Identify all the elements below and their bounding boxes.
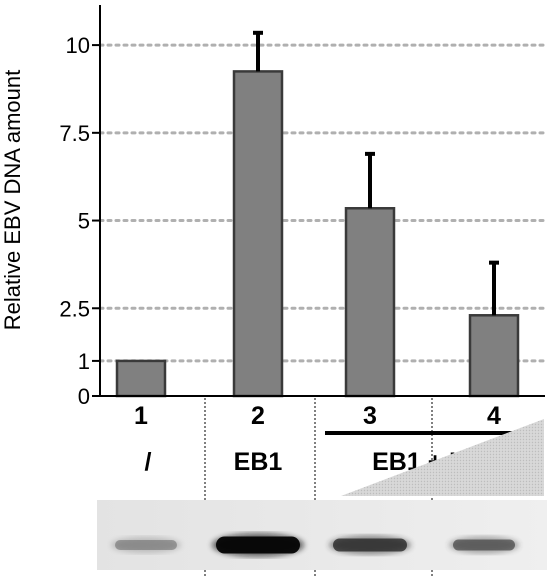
y-axis-label: Relative EBV DNA amount bbox=[0, 70, 25, 330]
error-bars bbox=[253, 30, 499, 316]
gel-bands bbox=[111, 533, 519, 557]
lane-number-2: 2 bbox=[251, 402, 265, 430]
y-tick-label: 7.5 bbox=[59, 121, 90, 146]
gel-band-3 bbox=[329, 535, 411, 555]
error-bar-4 bbox=[489, 260, 499, 316]
y-tick-label: 0 bbox=[78, 384, 90, 409]
gridlines bbox=[98, 43, 547, 363]
bar-1 bbox=[115, 359, 167, 398]
y-tick-label: 5 bbox=[78, 209, 90, 234]
error-bar-3 bbox=[365, 151, 375, 209]
lane-number-4: 4 bbox=[487, 402, 501, 430]
y-axis bbox=[92, 5, 101, 397]
lane-number-3: 3 bbox=[363, 402, 377, 430]
ubn-gradient-wedge bbox=[341, 419, 544, 496]
bar-3 bbox=[344, 207, 396, 398]
bars bbox=[115, 70, 520, 398]
lane-2-condition: EB1 bbox=[234, 448, 283, 476]
y-tick-label: 10 bbox=[66, 33, 90, 58]
y-tick-label: 1 bbox=[78, 349, 90, 374]
error-bar-2 bbox=[253, 30, 263, 72]
lane-number-1: 1 bbox=[134, 402, 148, 430]
gel-band-2 bbox=[212, 533, 304, 557]
gel-strip bbox=[97, 500, 547, 570]
y-tick-labels: 0 1 2.5 5 7.5 10 bbox=[59, 33, 90, 409]
gel-band-1 bbox=[111, 537, 181, 553]
lane-numbers: 1 2 3 4 bbox=[134, 402, 501, 430]
y-tick-label: 2.5 bbox=[59, 296, 90, 321]
lane-1-condition: / bbox=[145, 448, 152, 476]
bar-2 bbox=[232, 70, 284, 398]
bar-4 bbox=[468, 314, 520, 398]
gel-band-4 bbox=[449, 536, 519, 554]
